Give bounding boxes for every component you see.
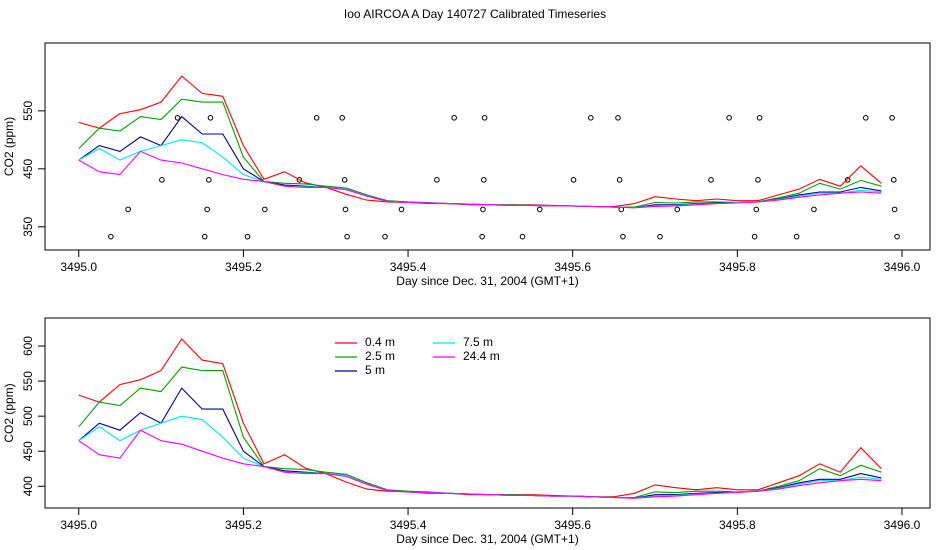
- flag-point: [862, 114, 869, 121]
- y-tick-label: 450: [21, 441, 35, 461]
- y-tick-label: 550: [21, 371, 35, 391]
- flag-point: [519, 233, 526, 240]
- flag-point: [382, 233, 388, 240]
- flag-point: [615, 114, 621, 121]
- flag-point: [890, 177, 897, 183]
- series-line: [78, 139, 882, 209]
- x-tick-label: 3495.2: [225, 260, 262, 274]
- flag-point: [480, 206, 486, 213]
- y-tick-label: 600: [21, 336, 35, 356]
- flag-point: [313, 114, 320, 121]
- flag-point: [726, 114, 732, 121]
- chart-title: Ioo AIRCOA A Day 140727 Calibrated Times…: [344, 7, 606, 21]
- flag-point: [262, 206, 268, 213]
- legend-label: 2.5 m: [365, 349, 395, 363]
- flag-point: [344, 233, 350, 240]
- flag-point: [481, 114, 488, 121]
- flag-point: [751, 233, 758, 240]
- legend-label: 0.4 m: [365, 335, 395, 349]
- x-tick-label: 3495.4: [390, 260, 427, 274]
- flag-point: [108, 233, 114, 240]
- legend-label: 24.4 m: [463, 349, 500, 363]
- y-tick-label: 550: [21, 101, 35, 121]
- flag-point: [844, 177, 851, 183]
- flag-point: [451, 114, 457, 121]
- flag-point: [174, 114, 181, 121]
- x-tick-label: 3495.6: [554, 260, 591, 274]
- plot-box: [44, 42, 931, 251]
- flag-point: [536, 206, 543, 213]
- series-line: [78, 98, 882, 208]
- x-tick-label: 3495.0: [60, 260, 97, 274]
- y-tick-label: 400: [21, 476, 35, 496]
- flag-point: [657, 233, 663, 240]
- flag-point: [620, 233, 626, 240]
- x-axis-label: Day since Dec. 31, 2004 (GMT+1): [396, 274, 578, 288]
- y-tick-label: 500: [21, 406, 35, 426]
- flag-point: [708, 177, 714, 183]
- flag-point: [480, 177, 487, 183]
- flag-point: [674, 206, 681, 213]
- flag-point: [755, 177, 761, 183]
- flag-point: [296, 177, 303, 183]
- flag-point: [434, 177, 440, 183]
- y-axis-label: CO2 (ppm): [2, 117, 16, 176]
- series-line: [78, 150, 882, 209]
- flag-point: [339, 114, 345, 121]
- flag-point: [793, 233, 800, 240]
- flag-point: [753, 206, 760, 213]
- flag-point: [341, 177, 348, 183]
- flag-point: [398, 206, 405, 213]
- flag-point: [201, 233, 208, 240]
- series-line: [78, 415, 882, 499]
- flag-point: [244, 233, 251, 240]
- flag-point: [342, 206, 349, 213]
- y-axis-label: CO2 (ppm): [2, 383, 16, 442]
- flag-point: [616, 177, 623, 183]
- x-axis-label: Day since Dec. 31, 2004 (GMT+1): [396, 532, 578, 546]
- flag-point: [756, 114, 763, 121]
- legend-label: 7.5 m: [463, 335, 493, 349]
- flag-point: [125, 206, 131, 213]
- flag-point: [588, 114, 594, 121]
- x-tick-label: 3495.4: [390, 518, 427, 532]
- flag-point: [479, 233, 485, 240]
- x-tick-label: 3495.8: [719, 260, 756, 274]
- flag-point: [570, 177, 577, 183]
- x-tick-label: 3495.6: [554, 518, 591, 532]
- y-tick-label: 350: [21, 216, 35, 236]
- legend-label: 5 m: [365, 363, 385, 377]
- x-tick-label: 3495.8: [719, 518, 756, 532]
- plot-box: [44, 317, 931, 509]
- flag-point: [206, 177, 212, 183]
- x-tick-label: 3496.0: [884, 518, 921, 532]
- flag-point: [207, 114, 214, 121]
- flag-point: [894, 233, 900, 240]
- series-line: [78, 75, 882, 208]
- series-line: [78, 429, 882, 499]
- x-tick-label: 3495.2: [225, 518, 262, 532]
- x-tick-label: 3496.0: [884, 260, 921, 274]
- flag-point: [889, 114, 895, 121]
- y-tick-label: 450: [21, 158, 35, 178]
- series-line: [78, 366, 882, 499]
- series-line: [78, 115, 882, 209]
- series-line: [78, 387, 882, 499]
- flag-point: [159, 177, 165, 183]
- flag-point: [811, 206, 817, 213]
- flag-point: [891, 206, 898, 213]
- flag-point: [204, 206, 210, 213]
- x-tick-label: 3495.0: [60, 518, 97, 532]
